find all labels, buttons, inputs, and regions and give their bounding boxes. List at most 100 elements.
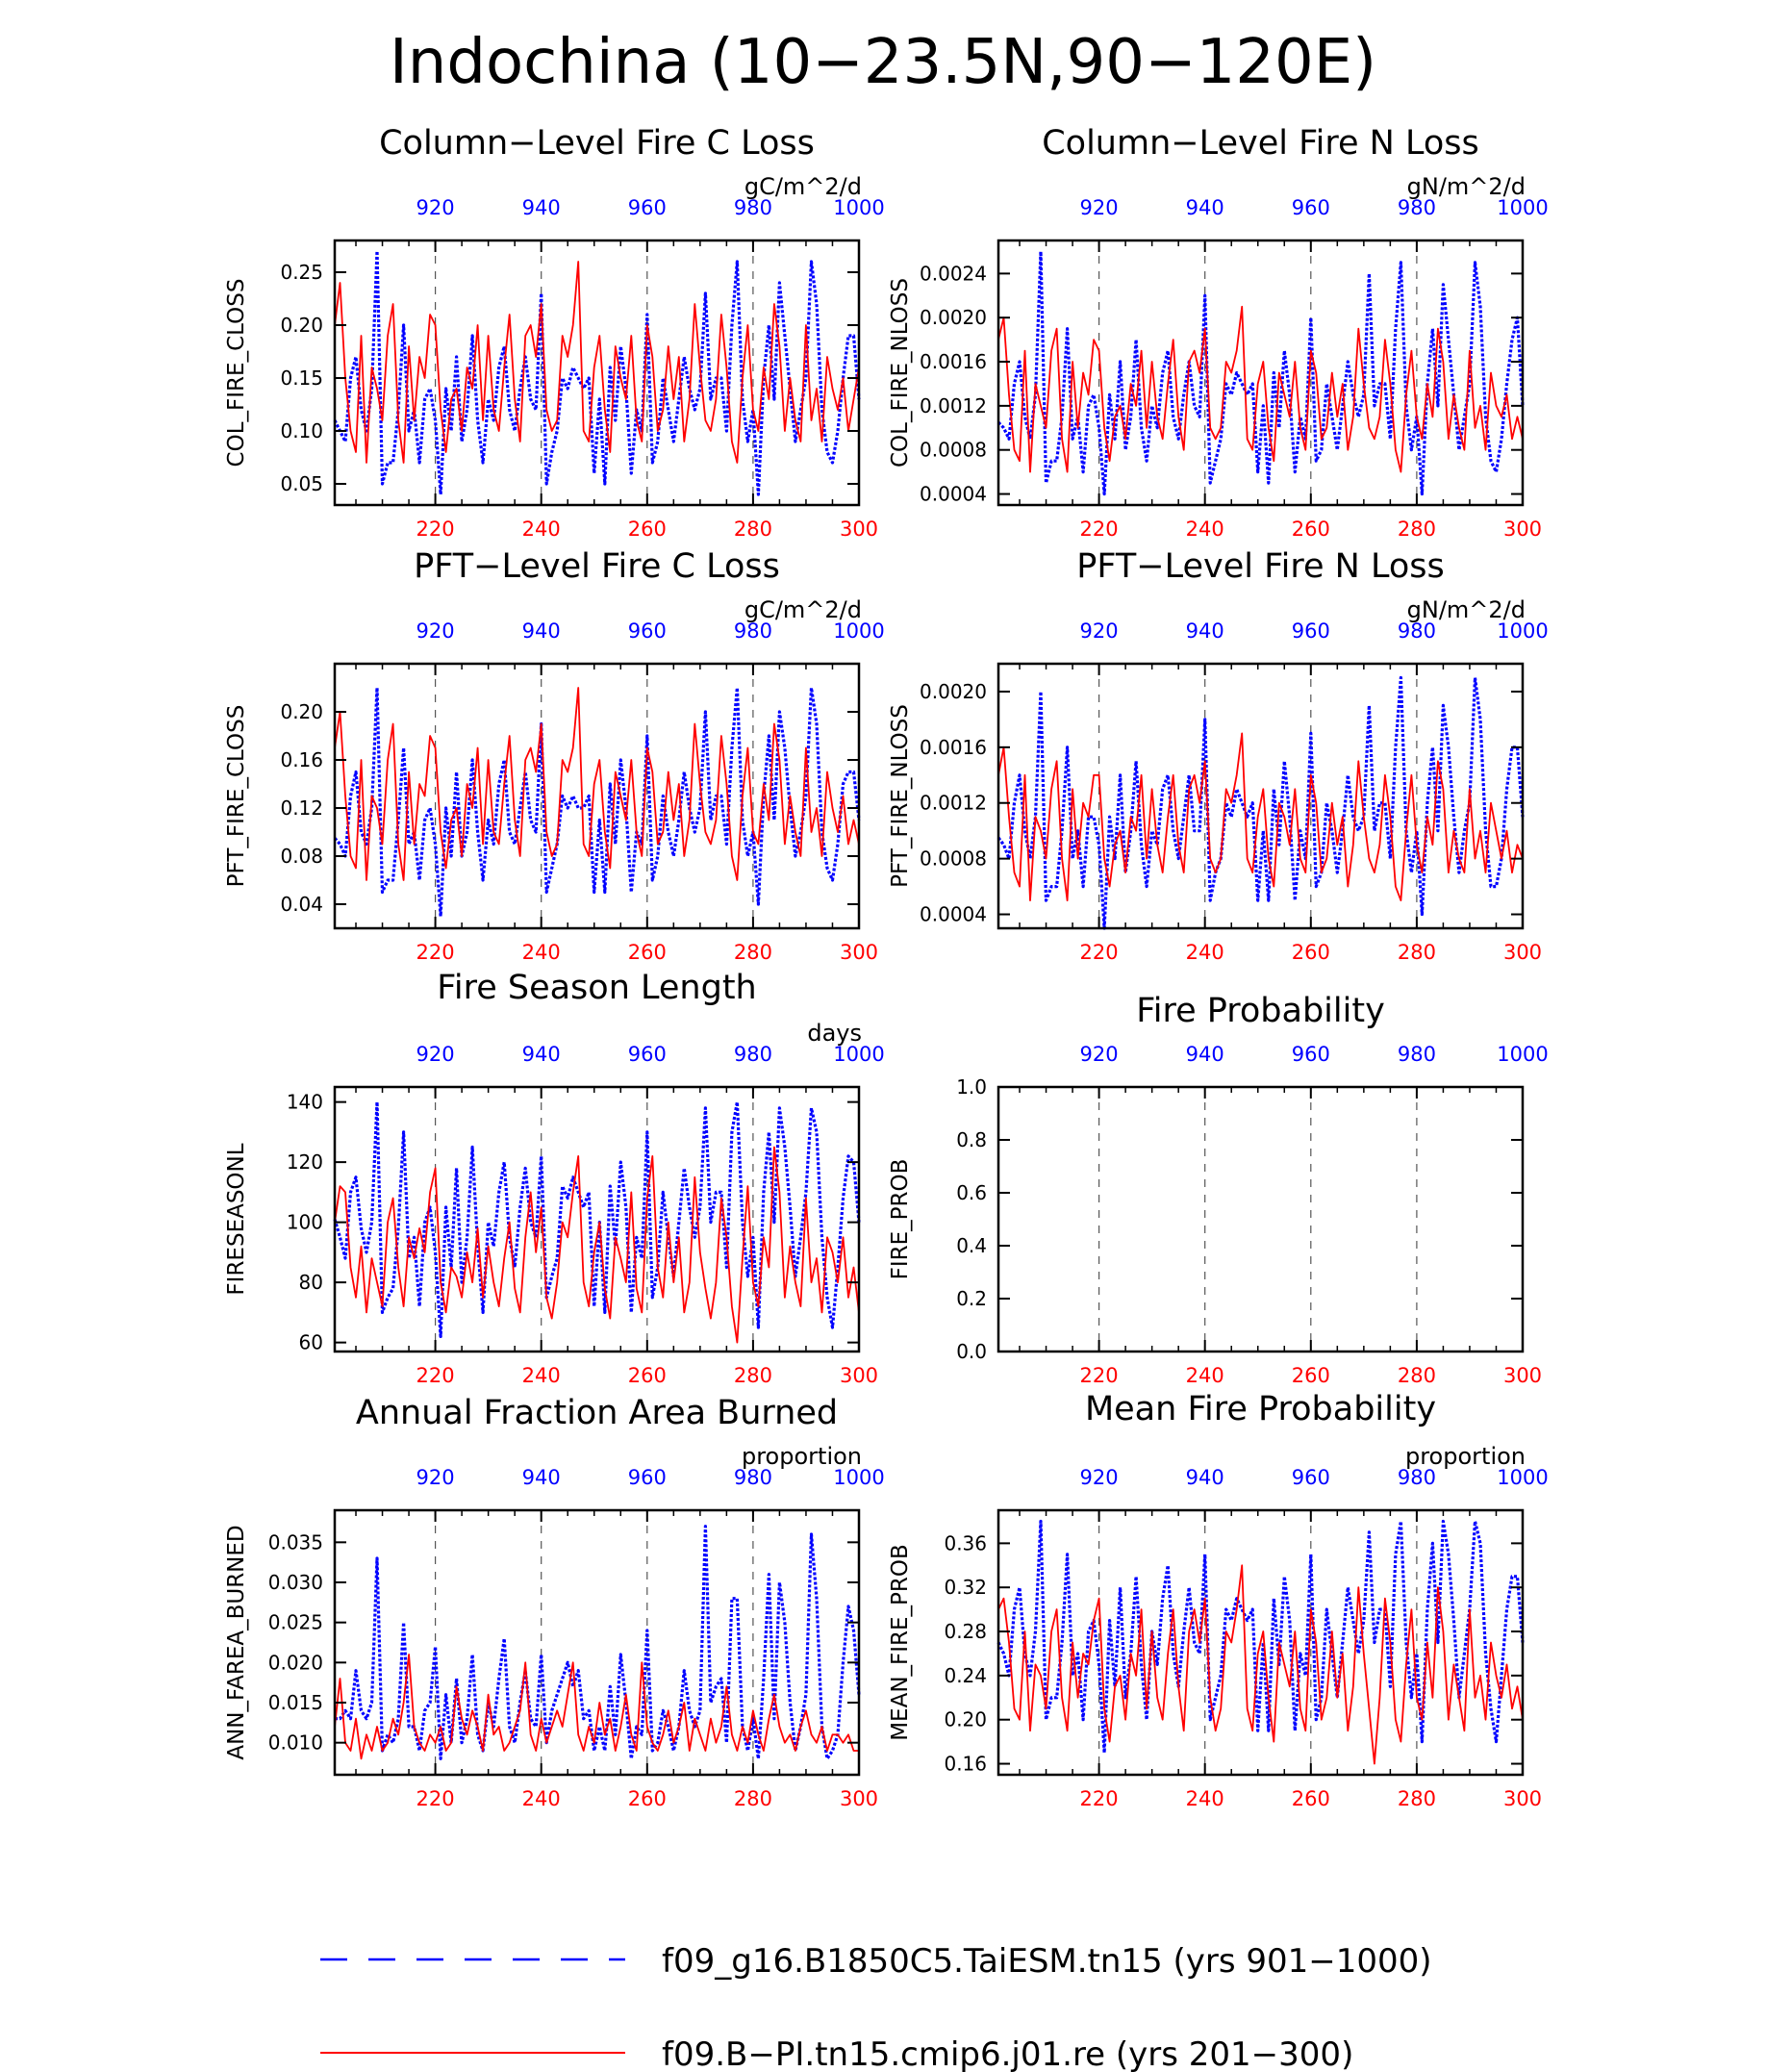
y-axis-label: FIRESEASONL — [224, 1143, 249, 1295]
bottom-tick-label: 300 — [840, 1787, 878, 1810]
units-label: gN/m^2/d — [1407, 596, 1526, 623]
y-tick-label: 0.28 — [944, 1620, 987, 1643]
bottom-tick-label: 260 — [628, 941, 667, 964]
panel-8: Mean Fire Probability proportion 220 240 260… — [888, 1390, 1549, 1810]
y-axis-label: PFT_FIRE_CLOSS — [224, 705, 249, 888]
top-tick-label: 1000 — [833, 1043, 884, 1066]
bottom-tick-label: 220 — [416, 1787, 455, 1810]
bottom-tick-label: 300 — [1503, 941, 1542, 964]
top-tick-label: 980 — [1398, 619, 1436, 643]
series-line-model-b — [997, 1564, 1524, 1765]
units-label: gC/m^2/d — [744, 596, 862, 623]
series-line-model-b — [997, 732, 1524, 901]
panels-group: Column−Level Fire C Loss gC/m^2/d 220 240 26… — [224, 124, 1549, 1810]
top-tick-label: 980 — [734, 196, 772, 219]
top-tick-label: 960 — [628, 1043, 667, 1066]
legend-label-model-b: f09.B−PI.tn15.cmip6.j01.re (yrs 201−300) — [662, 2035, 1353, 2072]
y-tick-label: 80 — [299, 1271, 323, 1294]
y-tick-label: 0.20 — [280, 314, 323, 337]
y-tick-label: 0.16 — [944, 1753, 987, 1776]
y-tick-label: 0.6 — [956, 1181, 987, 1204]
y-tick-label: 0.035 — [268, 1530, 323, 1554]
bottom-tick-label: 280 — [1398, 1364, 1436, 1387]
top-tick-label: 980 — [734, 619, 772, 643]
y-tick-label: 0.0020 — [920, 306, 987, 329]
y-tick-label: 120 — [287, 1150, 323, 1174]
top-tick-label: 920 — [416, 1466, 455, 1489]
top-tick-label: 940 — [1186, 196, 1224, 219]
panel-title: PFT−Level Fire N Loss — [1076, 547, 1445, 586]
bottom-tick-label: 280 — [1398, 518, 1436, 541]
bottom-tick-label: 280 — [734, 941, 772, 964]
bottom-tick-label: 300 — [840, 518, 878, 541]
panel-title: Fire Probability — [1136, 992, 1385, 1030]
panel-2: Column−Level Fire N Loss gN/m^2/d 220 240 26… — [888, 124, 1549, 541]
panel-title: Column−Level Fire N Loss — [1042, 124, 1479, 163]
y-tick-label: 0.24 — [944, 1664, 987, 1687]
bottom-tick-label: 280 — [1398, 941, 1436, 964]
top-tick-label: 940 — [522, 1466, 561, 1489]
y-tick-label: 0.0016 — [920, 350, 987, 373]
units-label: proportion — [742, 1443, 862, 1470]
top-tick-label: 960 — [1292, 1043, 1330, 1066]
bottom-tick-label: 280 — [734, 518, 772, 541]
series-line-model-a — [997, 675, 1525, 930]
top-tick-label: 920 — [416, 619, 455, 643]
top-tick-label: 960 — [628, 619, 667, 643]
bottom-tick-label: 260 — [1292, 1364, 1330, 1387]
y-tick-label: 1.0 — [956, 1075, 987, 1099]
top-tick-label: 940 — [1186, 1466, 1224, 1489]
bottom-tick-label: 220 — [1080, 1787, 1119, 1810]
y-tick-label: 0.36 — [944, 1531, 987, 1554]
y-tick-label: 0.04 — [280, 893, 323, 916]
plot-frame — [997, 239, 1525, 507]
top-tick-label: 980 — [734, 1043, 772, 1066]
series-line-model-b — [334, 1654, 859, 1760]
top-tick-label: 980 — [1398, 196, 1436, 219]
bottom-tick-label: 240 — [522, 1364, 561, 1387]
y-tick-label: 0.0 — [956, 1340, 987, 1363]
top-tick-label: 980 — [1398, 1043, 1436, 1066]
top-tick-label: 920 — [1080, 619, 1119, 643]
units-label: proportion — [1405, 1443, 1526, 1470]
panel-title: PFT−Level Fire C Loss — [414, 547, 780, 586]
top-tick-label: 940 — [1186, 1043, 1224, 1066]
bottom-tick-label: 220 — [1080, 1364, 1119, 1387]
top-tick-label: 940 — [1186, 619, 1224, 643]
y-axis-label: COL_FIRE_NLOSS — [888, 278, 913, 467]
bottom-tick-label: 260 — [628, 1787, 667, 1810]
panel-1: Column−Level Fire C Loss gC/m^2/d 220 240 26… — [224, 124, 885, 541]
top-tick-label: 1000 — [1497, 619, 1548, 643]
figure-title: Indochina (10−23.5N,90−120E) — [390, 27, 1376, 98]
plot-frame — [333, 239, 861, 507]
y-tick-label: 0.020 — [268, 1651, 323, 1674]
top-tick-label: 960 — [1292, 196, 1330, 219]
top-tick-label: 920 — [416, 196, 455, 219]
units-label: days — [807, 1020, 862, 1047]
panel-title: Column−Level Fire C Loss — [379, 124, 815, 163]
bottom-tick-label: 240 — [1186, 1787, 1224, 1810]
top-tick-label: 1000 — [1497, 1043, 1548, 1066]
top-tick-label: 920 — [1080, 196, 1119, 219]
top-tick-label: 940 — [522, 1043, 561, 1066]
top-tick-label: 980 — [1398, 1466, 1436, 1489]
series-line-model-b — [334, 261, 860, 464]
y-axis-label: PFT_FIRE_NLOSS — [888, 704, 913, 888]
top-tick-label: 920 — [1080, 1043, 1119, 1066]
bottom-tick-label: 240 — [522, 1787, 561, 1810]
y-tick-label: 0.010 — [268, 1731, 323, 1755]
y-tick-label: 0.32 — [944, 1576, 987, 1599]
plot-frame — [997, 1508, 1525, 1777]
y-tick-label: 0.20 — [280, 700, 323, 723]
y-tick-label: 0.0008 — [920, 439, 987, 462]
panel-title: Mean Fire Probability — [1085, 1390, 1436, 1428]
bottom-tick-label: 220 — [416, 1364, 455, 1387]
y-tick-label: 0.10 — [280, 419, 323, 442]
y-tick-label: 0.16 — [280, 748, 323, 771]
y-tick-label: 0.0004 — [920, 483, 987, 506]
y-tick-label: 0.0016 — [920, 736, 987, 759]
top-tick-label: 960 — [1292, 619, 1330, 643]
top-tick-label: 960 — [628, 196, 667, 219]
series-line-model-a — [333, 686, 861, 919]
